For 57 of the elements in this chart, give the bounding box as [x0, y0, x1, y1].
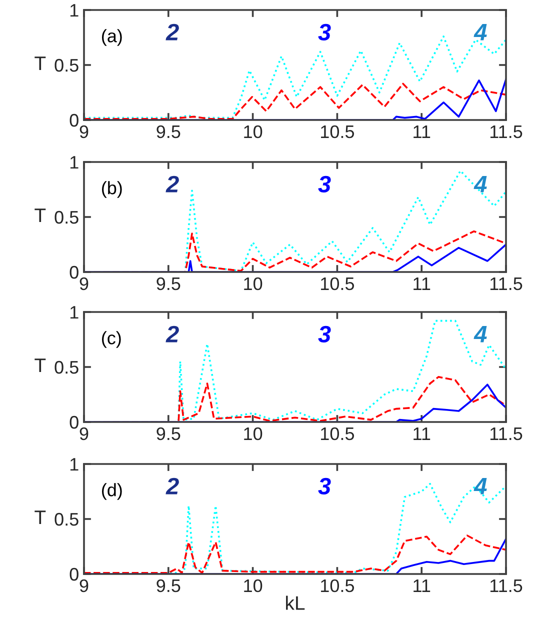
x-tick-label: 10.5: [321, 277, 354, 290]
x-tick-label: 9.5: [156, 579, 180, 592]
x-tick-label: 11: [414, 126, 430, 138]
x-tick-label: 11.5: [490, 126, 522, 138]
x-tick-label: 11.5: [490, 278, 522, 290]
y-axis-title: T: [34, 510, 46, 524]
x-tick-label: 9: [80, 579, 88, 592]
x-axis-title: kL: [286, 596, 305, 610]
annotation: 2: [166, 176, 179, 192]
x-tick-label: 9.5: [156, 427, 180, 440]
y-tick-label: 0.5: [54, 58, 78, 72]
y-tick-label: 1: [70, 156, 78, 169]
annotation: 2: [166, 24, 179, 40]
x-tick-label: 9: [80, 125, 88, 138]
y-tick-label: 0.5: [54, 210, 78, 224]
x-tick-label: 10.5: [321, 125, 354, 138]
x-tick-label: 11: [414, 428, 430, 440]
x-tick-label: 9: [80, 277, 88, 290]
annotation: 2: [166, 326, 179, 342]
annotation: (c): [102, 331, 121, 348]
x-tick-label: 11: [414, 278, 430, 290]
x-tick-label: 9: [80, 427, 88, 440]
annotation: 3: [318, 478, 331, 495]
y-tick-label: 1: [70, 306, 78, 319]
x-tick-label: 10: [244, 427, 262, 440]
y-axis-title: T: [34, 208, 46, 222]
annotation: 3: [318, 24, 331, 41]
annotation: 3: [318, 326, 331, 343]
annotation: 4: [474, 176, 487, 192]
annotation: (a): [102, 29, 122, 46]
y-tick-label: 0: [70, 568, 78, 581]
x-tick-label: 11.5: [490, 428, 522, 440]
annotation: 3: [318, 176, 331, 193]
x-tick-label: 9.5: [156, 277, 180, 290]
annotation: 4: [474, 478, 487, 494]
y-axis-title: T: [34, 56, 46, 70]
y-tick-label: 0.5: [54, 512, 78, 526]
y-tick-label: 1: [70, 458, 78, 471]
annotation: (b): [102, 181, 122, 198]
x-tick-label: 10: [244, 277, 262, 290]
annotation: 4: [474, 24, 487, 40]
y-tick-label: 0: [70, 416, 78, 429]
x-tick-label: 11: [414, 580, 430, 592]
y-tick-label: 0: [70, 114, 78, 127]
annotation: 2: [166, 478, 179, 494]
annotation: (d): [102, 483, 122, 500]
x-tick-label: 10: [244, 579, 262, 592]
y-tick-label: 1: [70, 4, 78, 17]
y-tick-label: 0.5: [54, 360, 78, 374]
x-tick-label: 10.5: [321, 427, 354, 440]
annotation: 4: [474, 326, 487, 342]
y-tick-label: 0: [70, 266, 78, 279]
x-tick-label: 11.5: [490, 580, 522, 592]
x-tick-label: 9.5: [156, 125, 180, 138]
x-tick-label: 10.5: [321, 579, 354, 592]
y-axis-title: T: [34, 358, 46, 372]
x-tick-label: 10: [244, 125, 262, 138]
